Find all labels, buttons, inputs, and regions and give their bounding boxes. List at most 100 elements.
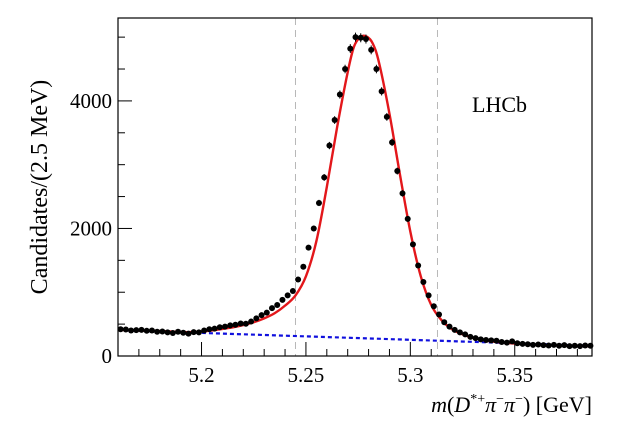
data-point [274,301,281,308]
x-label-close: ) [523,392,530,417]
data-point [483,337,490,344]
data-point [300,263,307,270]
data-point [394,168,401,175]
x-label-m: m [431,392,447,417]
data-point [561,342,568,349]
data-point [284,292,291,299]
signal-window-lines [294,18,438,356]
data-point [441,319,448,326]
data-point [582,342,589,349]
data-point [373,66,380,73]
data-point [399,190,406,197]
y-tick-label: 2000 [70,216,112,240]
data-point [117,326,124,333]
plot-frame [117,17,593,357]
data-point [352,34,359,41]
data-point [488,337,495,344]
data-point [201,327,208,334]
data-point [143,327,150,334]
data-point [409,241,416,248]
data-point [430,303,437,310]
data-point [248,318,255,325]
data-point [321,174,328,181]
data-point [185,330,192,337]
data-point [514,340,521,347]
data-point [556,342,563,349]
x-label-pi1: π [485,392,497,417]
data-point [535,341,542,348]
y-axis-ticks: 0 2000 4000 [70,36,132,368]
data-point [154,328,161,335]
x-label-d: D [453,392,470,417]
data-point [227,322,234,329]
data-point [138,326,145,333]
data-point [530,341,537,348]
data-point [253,315,260,322]
x-label-minus2: − [515,392,523,407]
data-point [462,331,469,338]
x-label-minus1: − [496,392,504,407]
data-point [404,215,411,222]
data-point [159,328,166,335]
data-point [550,341,557,348]
x-label-sup: *+ [470,392,485,407]
data-point [342,66,349,73]
x-label-unit: [GeV] [530,392,592,417]
data-point [362,36,369,43]
data-point [389,139,396,146]
data-point [472,335,479,342]
data-point [519,340,526,347]
data-point [268,305,275,312]
data-point [216,324,223,331]
data-point [347,45,354,52]
data-point [222,323,229,330]
x-tick-label: 5.25 [288,363,325,387]
data-point [164,329,171,336]
data-point [576,343,583,350]
data-point [540,342,547,349]
data-point [326,142,333,149]
data-point [195,329,202,336]
data-point [566,343,573,350]
data-point [545,342,552,349]
data-point [456,329,463,336]
data-point [315,199,322,206]
data-point [503,339,510,346]
x-tick-label: 5.3 [397,363,423,387]
x-axis-ticks: 5.2 5.25 5.3 5.35 [117,342,578,387]
data-point [509,338,516,345]
data-points-layer [117,32,594,350]
data-point [263,309,270,316]
data-point [305,244,312,251]
data-point [258,312,265,319]
data-point [467,333,474,340]
data-point [180,329,187,336]
data-point [206,326,213,333]
y-tick-label: 4000 [70,89,112,113]
x-axis-label: m(D*+π−π−) [GeV] [431,392,592,417]
x-tick-label: 5.2 [188,363,214,387]
data-point [436,311,443,318]
data-point [175,328,182,335]
total-fit-layer [117,34,593,348]
data-point [148,327,155,334]
data-point [425,292,432,299]
y-axis-label: Candidates/(2.5 MeV) [27,80,53,295]
data-point [190,329,197,336]
data-point [211,325,218,332]
data-point [368,46,375,53]
data-point [237,320,244,327]
data-point [289,287,296,294]
data-point [378,88,385,95]
x-tick-label: 5.35 [496,363,533,387]
data-point [133,327,140,334]
lhcb-label: LHCb [472,92,527,117]
data-point [477,336,484,343]
data-point [451,326,458,333]
data-point [295,276,302,283]
data-point [128,327,135,334]
data-point [383,113,390,120]
x-label-open: ( [447,392,454,417]
data-point [331,117,338,124]
